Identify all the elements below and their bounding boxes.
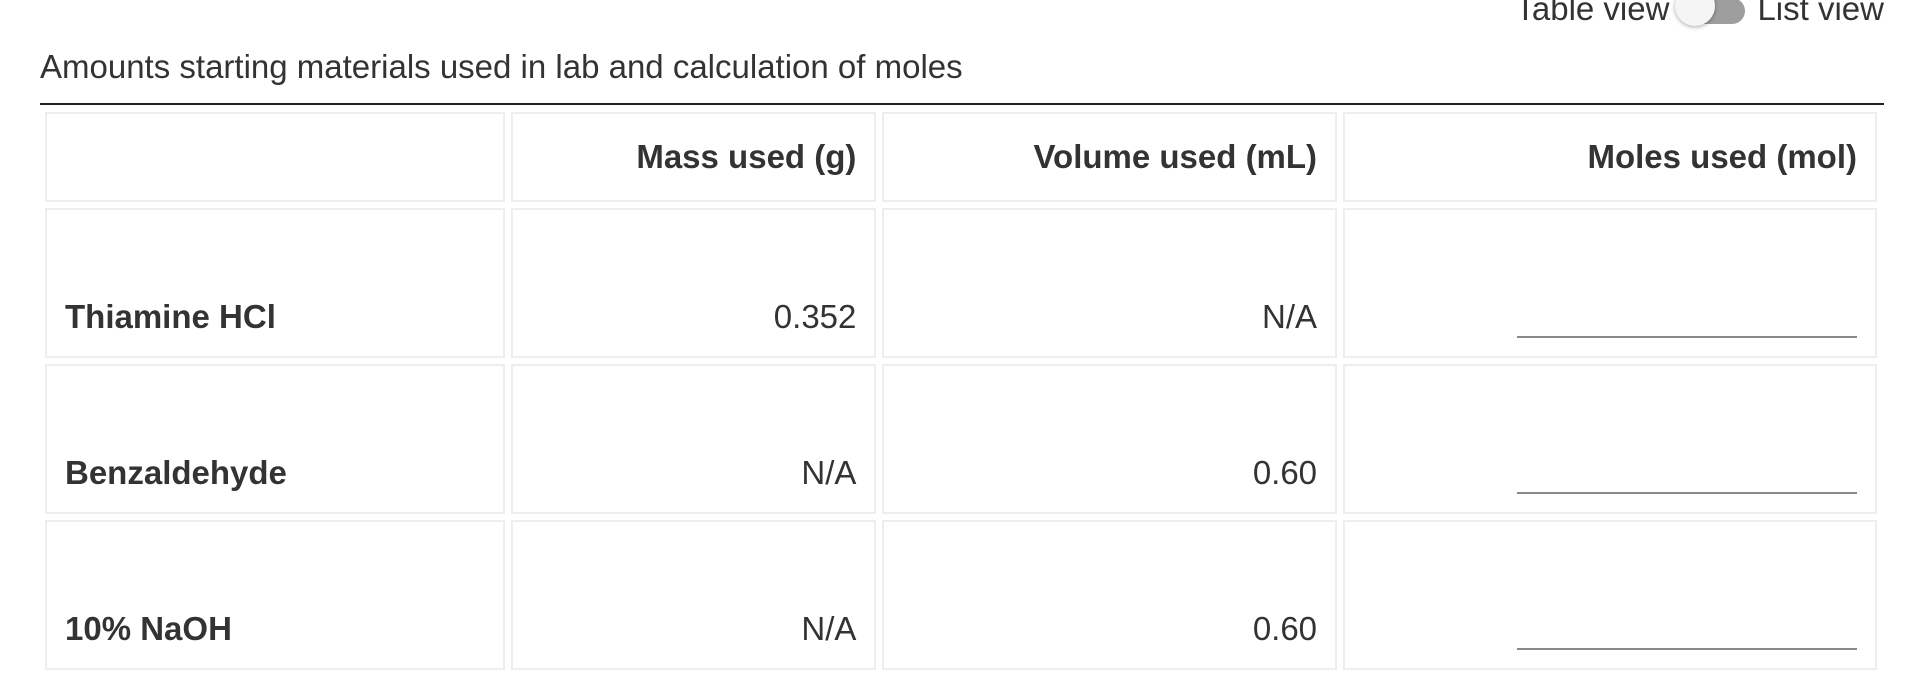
table-caption: Amounts starting materials used in lab a… xyxy=(40,48,963,85)
moles-input[interactable] xyxy=(1517,298,1857,338)
row-label: 10% NaOH xyxy=(45,520,505,670)
moles-cell xyxy=(1343,364,1877,514)
header-mass: Mass used (g) xyxy=(511,112,877,202)
list-view-label: List view xyxy=(1757,0,1884,27)
row-label: Thiamine HCl xyxy=(45,208,505,358)
volume-cell: 0.60 xyxy=(882,520,1338,670)
view-switch[interactable] xyxy=(1675,0,1747,26)
moles-cell xyxy=(1343,208,1877,358)
moles-input[interactable] xyxy=(1517,610,1857,650)
table-row: Benzaldehyde N/A 0.60 xyxy=(45,364,1877,514)
caption-divider xyxy=(40,103,1884,105)
row-label: Benzaldehyde xyxy=(45,364,505,514)
table-row: 10% NaOH N/A 0.60 xyxy=(45,520,1877,670)
header-moles: Moles used (mol) xyxy=(1343,112,1877,202)
mass-cell: N/A xyxy=(511,364,877,514)
mass-cell: 0.352 xyxy=(511,208,877,358)
moles-input[interactable] xyxy=(1517,454,1857,494)
header-row: Mass used (g) Volume used (mL) Moles use… xyxy=(45,112,1877,202)
header-volume: Volume used (mL) xyxy=(882,112,1338,202)
table-row: Thiamine HCl 0.352 N/A xyxy=(45,208,1877,358)
mass-cell: N/A xyxy=(511,520,877,670)
volume-cell: N/A xyxy=(882,208,1338,358)
header-corner xyxy=(45,112,505,202)
moles-cell xyxy=(1343,520,1877,670)
table-view-label: Table view xyxy=(1515,0,1670,27)
moles-table: Mass used (g) Volume used (mL) Moles use… xyxy=(39,106,1883,676)
view-toggle: Table view List view xyxy=(1515,0,1884,30)
volume-cell: 0.60 xyxy=(882,364,1338,514)
